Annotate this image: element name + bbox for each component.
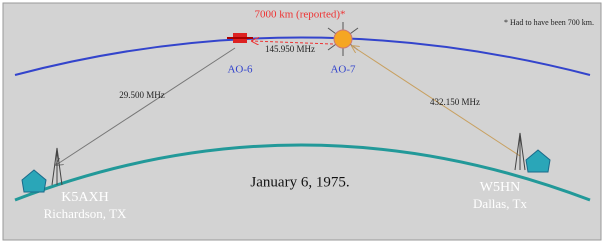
- station-location: Richardson, TX: [44, 206, 127, 221]
- distance: 7000 km (reported)*: [254, 9, 345, 21]
- date: January 6, 1975.: [250, 174, 349, 190]
- link-label: 432.150 MHz: [430, 97, 480, 107]
- link-label: 145.950 MHz: [265, 44, 315, 54]
- link-label: 29.500 MHz: [119, 90, 165, 100]
- station-call: K5AXH: [61, 190, 108, 205]
- station-location: Dallas, Tx: [473, 196, 527, 211]
- satellite-label: AO-7: [330, 64, 356, 76]
- footnote: * Had to have been 700 km.: [504, 18, 594, 27]
- satellite-label: AO-6: [227, 64, 253, 76]
- diagram: 7000 km (reported)* * Had to have been 7…: [0, 0, 604, 243]
- station-call: W5HN: [480, 180, 520, 195]
